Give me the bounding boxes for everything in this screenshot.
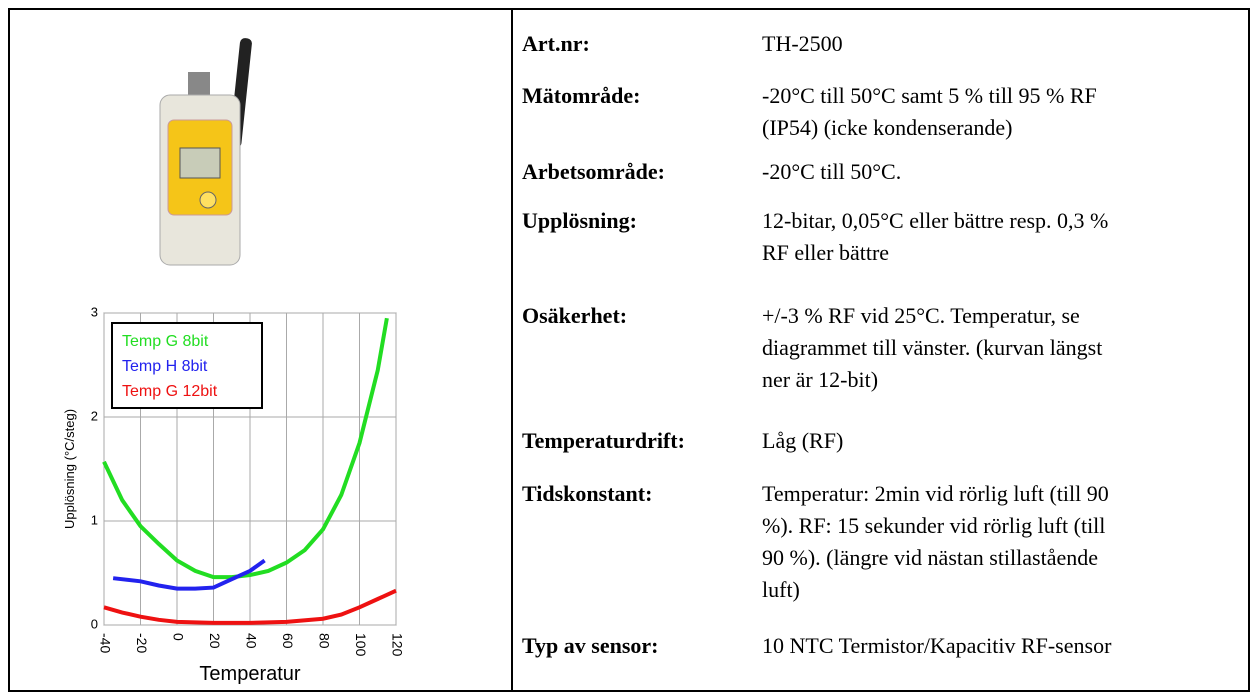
spec-label: Osäkerhet: bbox=[522, 303, 628, 328]
y-tick-label: 0 bbox=[91, 616, 98, 631]
spec-value: 10 NTC Termistor/Kapacitiv RF-sensor bbox=[762, 633, 1112, 658]
legend-entry: Temp H 8bit bbox=[122, 358, 208, 375]
left-cell: -40 -20 0 20 40 60 80 100 120 0 1 2 3 Temperatur Upplö… bbox=[62, 38, 405, 685]
spec-value: +/-3 % RF vid 25°C. Temperatur, se bbox=[762, 303, 1080, 328]
y-tick-label: 3 bbox=[91, 304, 98, 319]
spec-label: Upplösning: bbox=[522, 208, 637, 233]
y-tick-label: 2 bbox=[91, 408, 98, 423]
legend-entry: Temp G 12bit bbox=[122, 383, 218, 400]
spec-value: ner är 12-bit) bbox=[762, 367, 879, 392]
spec-value: 12-bitar, 0,05°C eller bättre resp. 0,3 … bbox=[762, 208, 1109, 233]
spec-value: %). RF: 15 sekunder vid rörlig luft (til… bbox=[762, 513, 1106, 538]
y-tick-label: 1 bbox=[91, 512, 98, 527]
x-tick-label: 60 bbox=[280, 633, 296, 649]
x-tick-label: 120 bbox=[389, 633, 405, 657]
product-image bbox=[159, 38, 252, 266]
spec-label: Arbetsområde: bbox=[522, 159, 665, 184]
spec-value: Låg (RF) bbox=[762, 428, 844, 453]
spec-label: Art.nr: bbox=[522, 31, 590, 56]
table-border bbox=[8, 8, 1250, 692]
spec-label: Typ av sensor: bbox=[522, 633, 659, 658]
column-divider bbox=[511, 8, 513, 692]
spec-value: 90 %). (längre vid nästan stillastående bbox=[762, 545, 1099, 570]
data-line bbox=[102, 317, 389, 580]
spec-label: Temperaturdrift: bbox=[522, 428, 685, 453]
spec-value: TH-2500 bbox=[762, 31, 843, 56]
x-tick-label: 100 bbox=[353, 633, 369, 657]
spec-value: Temperatur: 2min vid rörlig luft (till 9… bbox=[762, 481, 1109, 506]
legend-box bbox=[111, 322, 263, 409]
spec-value: -20°C till 50°C. bbox=[762, 159, 902, 184]
spec-label: Tidskonstant: bbox=[522, 481, 653, 506]
legend-entry: Temp G 8bit bbox=[122, 333, 209, 350]
spec-value: -20°C till 50°C samt 5 % till 95 % RF bbox=[762, 83, 1097, 108]
x-tick-label: -40 bbox=[97, 633, 113, 653]
y-axis-title: Upplösning (°C/steg) bbox=[62, 409, 77, 529]
x-tick-label: 40 bbox=[243, 633, 259, 649]
x-tick-label: 0 bbox=[170, 633, 186, 641]
spec-value: luft) bbox=[762, 577, 800, 602]
data-line bbox=[112, 558, 266, 591]
spec-label: Mätområde: bbox=[522, 83, 641, 108]
spec-value: RF eller bättre bbox=[762, 240, 890, 265]
spec-value: diagrammet till vänster. (kurvan längst bbox=[762, 335, 1103, 360]
x-tick-label: 80 bbox=[316, 633, 332, 649]
data-line bbox=[103, 588, 397, 625]
spec-value: (IP54) (icke kondenserande) bbox=[762, 115, 1013, 140]
x-axis-title: Temperatur bbox=[199, 663, 300, 685]
x-tick-label: -20 bbox=[134, 633, 150, 653]
x-tick-label: 20 bbox=[207, 633, 223, 649]
